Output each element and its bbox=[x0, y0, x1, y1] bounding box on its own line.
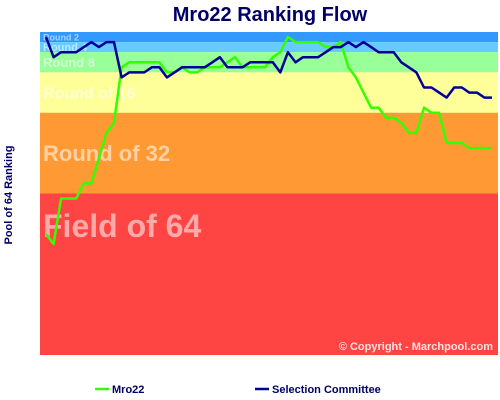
series-line-selection-committee bbox=[44, 36, 492, 99]
band-label: Round 2 bbox=[43, 32, 79, 42]
legend-label: Mro22 bbox=[112, 384, 144, 396]
chart-title: Mro22 Ranking Flow bbox=[173, 4, 368, 26]
y-axis-label: Pool of 64 Ranking bbox=[3, 145, 15, 244]
band-label: Field of 64 bbox=[43, 208, 201, 244]
band-round-2 bbox=[40, 32, 498, 43]
legend: Mro22 Selection Committee bbox=[95, 384, 381, 396]
series-lines bbox=[44, 35, 492, 246]
band-label: Round of 16 bbox=[43, 85, 136, 102]
band-label: Round of 32 bbox=[43, 141, 170, 166]
band-label: Round 8 bbox=[43, 55, 95, 70]
band-round-4 bbox=[40, 42, 498, 53]
copyright-notice: © Copyright - Marchpool.com bbox=[339, 341, 493, 353]
band-field-of-64 bbox=[40, 193, 498, 355]
legend-label: Selection Committee bbox=[272, 384, 381, 396]
band-round-of-32 bbox=[40, 112, 498, 194]
